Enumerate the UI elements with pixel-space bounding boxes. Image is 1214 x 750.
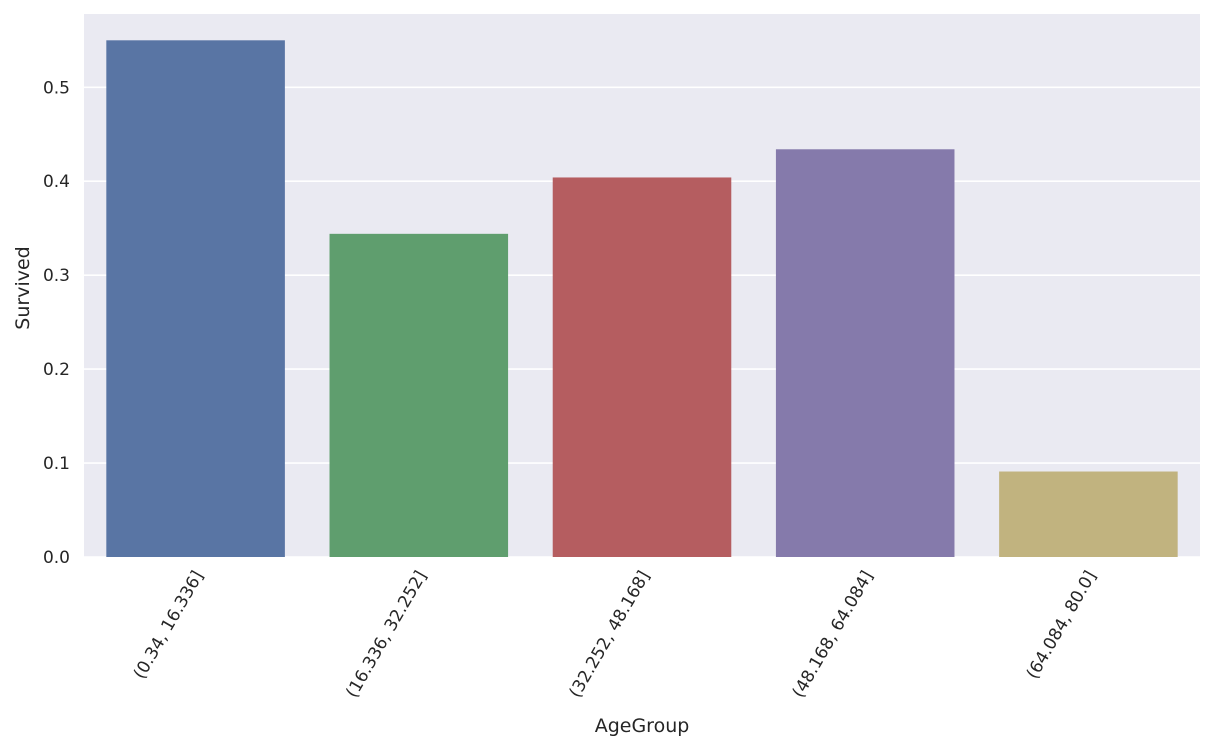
x-tick-label: (48.168, 64.084]	[789, 568, 878, 702]
y-tick-label: 0.3	[43, 266, 70, 286]
bars	[106, 40, 1178, 557]
bar	[999, 471, 1178, 557]
y-tick-labels: 0.0 0.1 0.2 0.3 0.4 0.5	[43, 78, 70, 568]
bar	[552, 177, 732, 557]
y-tick-label: 0.0	[43, 548, 70, 568]
y-tick-label: 0.2	[43, 360, 70, 380]
y-axis-label: Survived	[12, 246, 34, 329]
y-tick-label: 0.4	[43, 172, 70, 192]
bar	[775, 149, 955, 557]
x-axis-label: AgeGroup	[595, 715, 690, 737]
x-tick-label: (0.34, 16.336]	[130, 568, 208, 683]
x-tick-label: (64.084, 80.0]	[1023, 568, 1101, 683]
x-tick-label: (32.252, 48.168]	[565, 568, 654, 702]
bar	[106, 40, 285, 557]
y-tick-label: 0.1	[43, 454, 70, 474]
y-tick-label: 0.5	[43, 78, 70, 98]
bar	[329, 233, 509, 557]
x-tick-label: (16.336, 32.252]	[342, 568, 431, 702]
x-tick-labels: (0.34, 16.336] (16.336, 32.252] (32.252, 4…	[130, 568, 1101, 702]
